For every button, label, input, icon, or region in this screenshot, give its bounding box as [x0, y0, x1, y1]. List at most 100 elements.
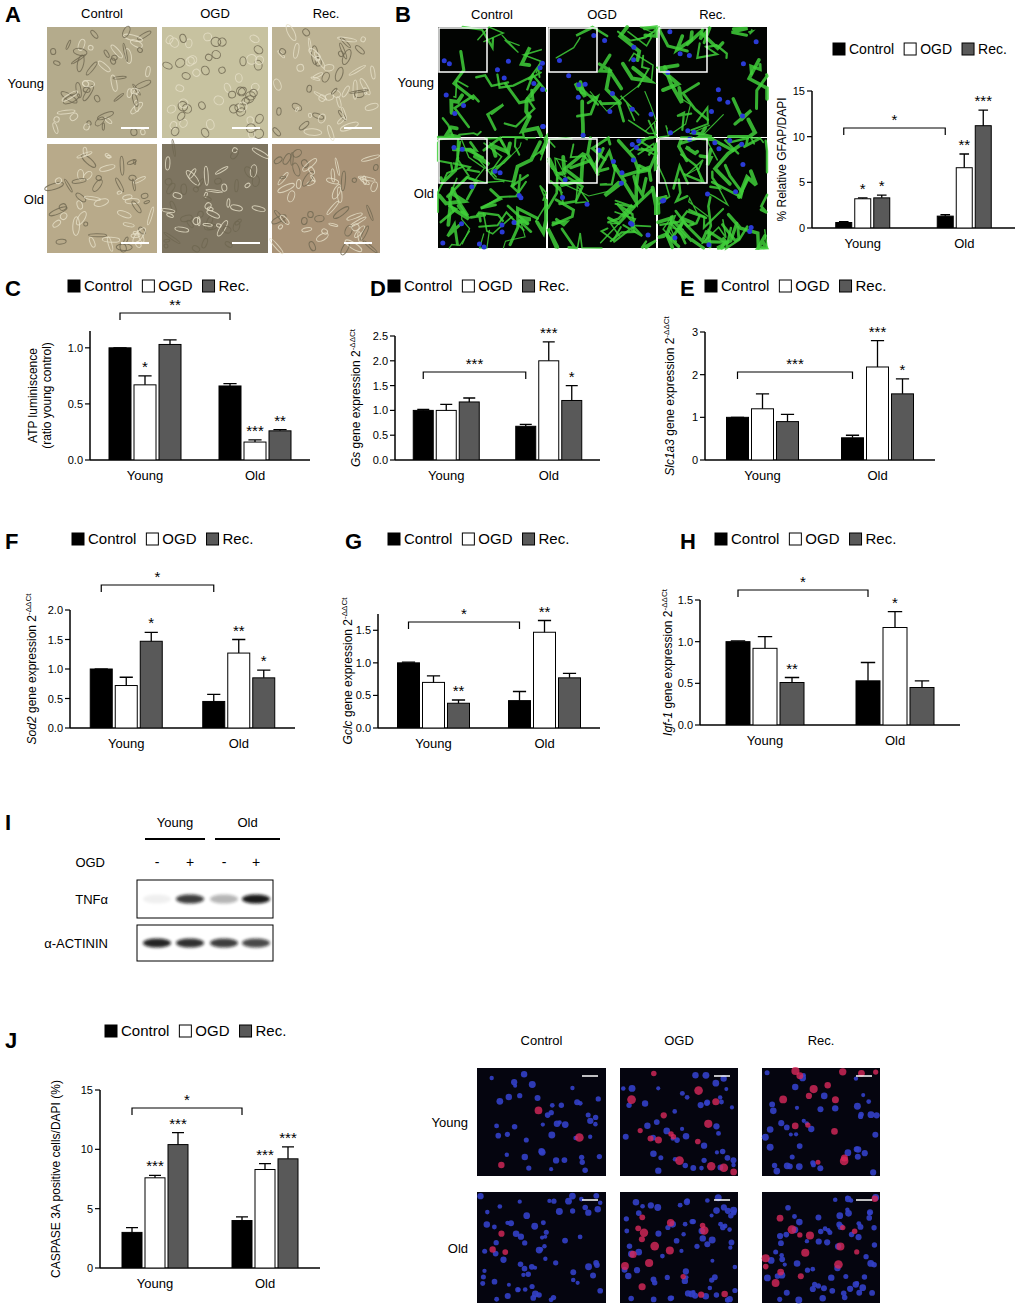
- error-bar: [888, 612, 902, 628]
- nucleus: [560, 195, 565, 200]
- y-tick: [95, 1267, 100, 1268]
- cell: [166, 104, 177, 115]
- gfap-fiber: [757, 75, 768, 109]
- nucleus: [531, 1223, 538, 1230]
- bar: [539, 361, 559, 460]
- gfap-fiber: [515, 138, 535, 140]
- cell: [241, 96, 251, 106]
- caspase-cell: [694, 1086, 703, 1095]
- gfap-fiber: [637, 166, 647, 195]
- nucleus: [636, 139, 641, 144]
- lane-label: +: [252, 854, 260, 870]
- legend-swatch: [203, 280, 215, 292]
- y-axis-label-sup: -ΔΔCt: [24, 593, 33, 615]
- nucleus: [485, 1210, 490, 1215]
- error-bar: [896, 379, 909, 394]
- cell: [313, 51, 326, 69]
- cell: [120, 156, 125, 175]
- nucleus: [506, 1094, 512, 1100]
- gfap-fiber: [677, 113, 691, 130]
- panel-letter: A: [5, 2, 21, 27]
- nucleus: [460, 147, 465, 152]
- nucleus: [845, 1210, 852, 1217]
- nucleus: [634, 145, 639, 150]
- nucleus: [674, 1238, 680, 1244]
- y-axis-label-text: ATP luminiscence: [26, 348, 40, 443]
- cell: [113, 76, 127, 80]
- nucleus: [585, 1263, 592, 1270]
- cell: [169, 201, 177, 213]
- y-axis: [377, 614, 379, 728]
- gfap-fiber: [462, 216, 470, 244]
- cell: [203, 196, 211, 202]
- cell: [228, 103, 239, 114]
- nucleus: [505, 1293, 511, 1299]
- gfap-fiber: [533, 144, 546, 160]
- cell: [72, 178, 87, 184]
- nucleus: [447, 61, 452, 66]
- nucleus: [582, 1205, 588, 1211]
- nucleus: [512, 1124, 518, 1130]
- nucleus: [833, 1197, 838, 1202]
- nucleus: [593, 1115, 598, 1120]
- cell: [201, 238, 209, 249]
- cell: [234, 179, 238, 192]
- annotations: *******: [423, 324, 575, 385]
- cell: [59, 212, 68, 221]
- nucleus: [646, 232, 651, 237]
- nucleus: [740, 162, 745, 167]
- y-tick-label: 1.0: [48, 663, 63, 675]
- nucleus: [854, 1103, 861, 1110]
- gfap-fiber: [712, 182, 742, 197]
- nucleus: [550, 1103, 555, 1108]
- cell: [370, 181, 379, 192]
- y-axis-label-text: gene expression 2: [25, 615, 39, 713]
- cell: [245, 52, 259, 66]
- nucleus: [650, 1150, 657, 1157]
- caspase-cell: [872, 1196, 879, 1203]
- y-tick-label: 0: [692, 454, 698, 466]
- cell: [306, 85, 312, 93]
- bar: [892, 394, 914, 460]
- caspase-cell: [762, 1254, 770, 1262]
- nucleus: [785, 1205, 791, 1211]
- cell: [93, 94, 100, 102]
- nucleus: [817, 1106, 823, 1112]
- cell: [102, 237, 120, 243]
- cell: [84, 222, 88, 226]
- cell: [216, 36, 227, 47]
- figure: AControlOGDRec.YoungOldControlOGDRec.You…: [0, 0, 1020, 1312]
- cell: [145, 66, 151, 77]
- nucleus: [861, 1093, 865, 1097]
- legend-label: Control: [121, 1022, 169, 1039]
- error-bar: [417, 409, 429, 411]
- lane-label: -: [222, 854, 227, 870]
- nucleus: [739, 142, 744, 147]
- cell: [204, 202, 212, 211]
- cell: [214, 177, 222, 185]
- scale-bar: [582, 1075, 598, 1077]
- bar: [937, 216, 953, 228]
- y-axis-label-text: (ratio young control): [40, 342, 54, 449]
- legend-label: Rec.: [223, 530, 254, 547]
- legend-swatch: [142, 280, 154, 292]
- y-tick-label: 2: [692, 369, 698, 381]
- bar: [436, 410, 456, 460]
- nucleus: [576, 1281, 580, 1285]
- nucleus: [819, 1295, 825, 1301]
- nucleus: [506, 59, 511, 64]
- cell: [88, 45, 94, 51]
- cell: [247, 117, 254, 124]
- nucleus: [634, 1267, 640, 1273]
- micrograph: [162, 144, 268, 253]
- nucleus: [795, 1106, 799, 1110]
- cell: [250, 82, 260, 92]
- scale-bar: [344, 242, 372, 244]
- gfap-fiber: [602, 227, 621, 240]
- bar: [115, 686, 137, 728]
- nucleus: [590, 1273, 596, 1279]
- caspase-cell: [635, 1225, 641, 1231]
- group-label: Old: [237, 815, 257, 830]
- legend-label: OGD: [478, 277, 512, 294]
- comparison-label: ***: [786, 355, 804, 372]
